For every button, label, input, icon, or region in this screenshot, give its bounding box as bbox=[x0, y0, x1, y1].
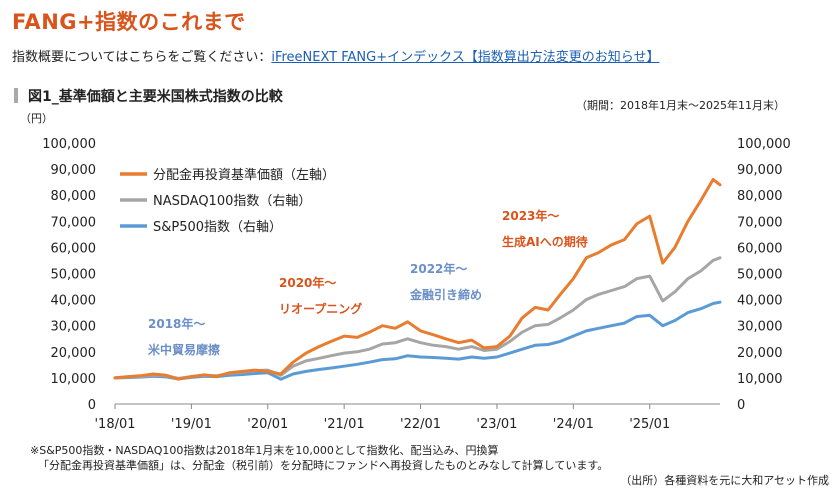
footnote-index-basis: ※S&P500指数・NASDAQ100指数は2018年1月末を10,000として… bbox=[30, 444, 499, 457]
y-left-tick-label: 30,000 bbox=[51, 320, 97, 335]
source-note: （出所）各種資料を元に大和アセット作成 bbox=[620, 474, 829, 487]
annotation-year-0: 2018年〜 bbox=[148, 316, 205, 331]
y-right-tick-label: 50,000 bbox=[737, 268, 783, 283]
x-tick-label: '21/01 bbox=[324, 417, 365, 432]
annotation-year-2: 2022年〜 bbox=[410, 261, 467, 276]
annotation-label-3: 生成AIへの期待 bbox=[502, 234, 588, 249]
annotation-label-2: 金融引き締め bbox=[409, 287, 482, 302]
annotation-year-1: 2020年〜 bbox=[279, 275, 336, 290]
y-right-tick-label: 0 bbox=[737, 398, 745, 413]
legend-label-0: 分配金再投資基準価額（左軸） bbox=[153, 167, 335, 183]
intro-text: 指数概要についてはこちらをご覧ください： bbox=[12, 50, 272, 65]
period-label: （期間：2018年1月末〜2025年11月末） bbox=[576, 99, 785, 112]
y-right-tick-label: 40,000 bbox=[737, 294, 783, 309]
annotation-label-0: 米中貿易摩擦 bbox=[148, 342, 220, 357]
y-left-tick-label: 10,000 bbox=[51, 372, 97, 387]
y-left-tick-label: 40,000 bbox=[51, 294, 97, 309]
legend-label-1: NASDAQ100指数（右軸） bbox=[153, 194, 311, 209]
annotation-year-3: 2023年〜 bbox=[502, 208, 559, 223]
y-right-tick-label: 70,000 bbox=[737, 215, 783, 230]
y-unit-label: （円） bbox=[20, 112, 53, 125]
x-tick-label: '22/01 bbox=[400, 417, 441, 432]
y-right-tick-label: 100,000 bbox=[737, 137, 791, 152]
y-right-tick-label: 60,000 bbox=[737, 241, 783, 256]
x-tick-label: '20/01 bbox=[247, 417, 288, 432]
series-line-0 bbox=[113, 178, 722, 381]
y-right-tick-label: 20,000 bbox=[737, 346, 783, 361]
y-right-tick-label: 90,000 bbox=[737, 163, 783, 178]
index-info-link[interactable]: iFreeNEXT FANG+インデックス【指数算出方法変更のお知らせ】 bbox=[271, 50, 660, 65]
figure-title: 図1_基準価額と主要米国株式指数の比較 bbox=[28, 89, 283, 105]
y-left-tick-label: 50,000 bbox=[51, 268, 97, 283]
legend-label-2: S&P500指数（右軸） bbox=[153, 220, 282, 235]
figure-title-marker bbox=[14, 88, 18, 103]
x-tick-label: '24/01 bbox=[553, 417, 594, 432]
y-left-tick-label: 100,000 bbox=[42, 137, 96, 152]
x-tick-label: '25/01 bbox=[629, 417, 670, 432]
footnote-reinvestment: 「分配金再投資基準価額」は、分配金（税引前）を分配時にファンドへ再投資したものと… bbox=[38, 459, 609, 472]
y-left-tick-label: 0 bbox=[88, 398, 96, 413]
y-left-tick-label: 20,000 bbox=[51, 346, 97, 361]
x-tick-label: '18/01 bbox=[94, 417, 135, 432]
y-left-tick-label: 80,000 bbox=[51, 189, 97, 204]
y-left-tick-label: 90,000 bbox=[51, 163, 97, 178]
intro-line: 指数概要についてはこちらをご覧ください：iFreeNEXT FANG+インデック… bbox=[12, 46, 659, 65]
y-left-tick-label: 60,000 bbox=[51, 241, 97, 256]
y-right-tick-label: 80,000 bbox=[737, 189, 783, 204]
x-tick-label: '19/01 bbox=[171, 417, 212, 432]
y-right-tick-label: 10,000 bbox=[737, 372, 783, 387]
page-title: FANG+指数のこれまで bbox=[12, 10, 246, 34]
y-left-tick-label: 70,000 bbox=[51, 215, 97, 230]
y-right-tick-label: 30,000 bbox=[737, 320, 783, 335]
annotation-label-1: リオープニング bbox=[279, 301, 362, 316]
x-tick-label: '23/01 bbox=[476, 417, 517, 432]
